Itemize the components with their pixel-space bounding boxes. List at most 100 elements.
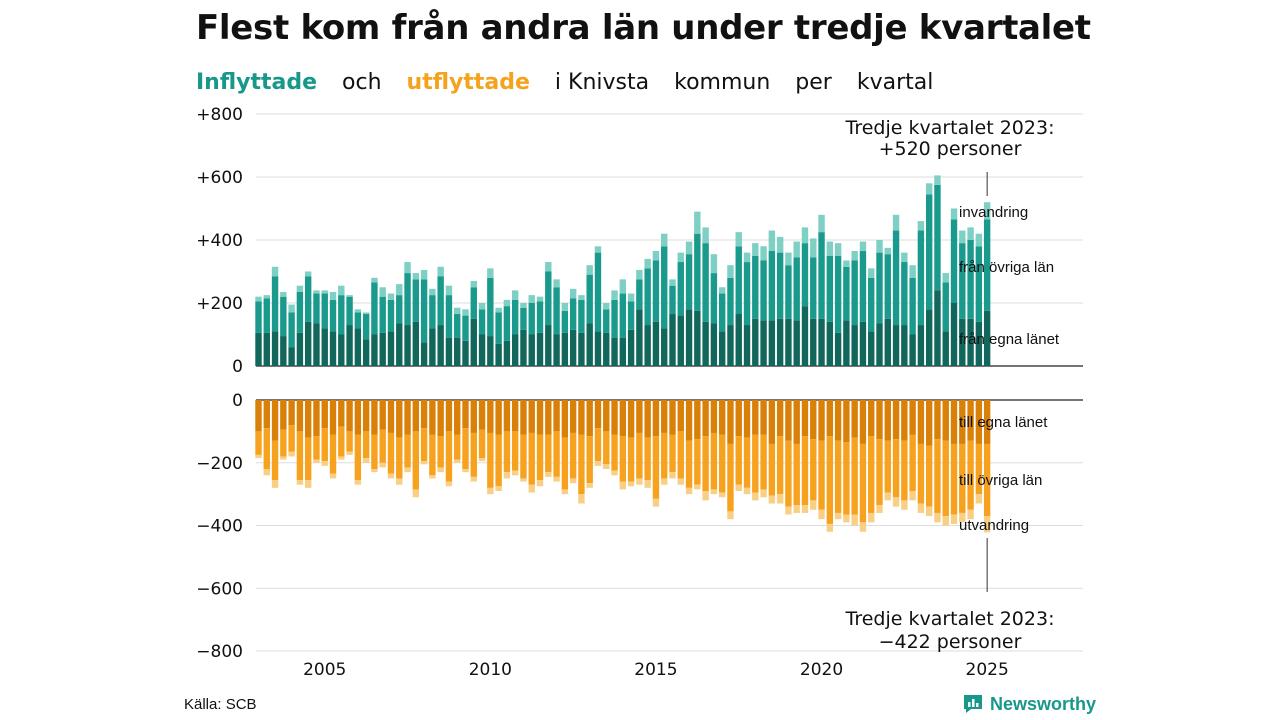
bar-out-utvandring xyxy=(561,489,569,495)
bar-in-invandring xyxy=(603,303,610,310)
bar-in-invandring xyxy=(619,279,627,294)
bar-in-egna xyxy=(569,329,577,366)
bar-out-egna xyxy=(760,400,767,435)
bar-out-ovriga xyxy=(959,443,966,513)
bar-in-invandring xyxy=(834,243,842,256)
bar-out-ovriga xyxy=(652,436,660,499)
bar-in-invandring xyxy=(652,251,660,261)
bar-out-ovriga xyxy=(578,434,585,495)
bar-in-ovriga xyxy=(843,266,850,321)
bar-out-ovriga xyxy=(313,436,320,460)
bar-in-egna xyxy=(942,331,949,366)
bar-in-invandring xyxy=(495,307,502,313)
bar-in-egna xyxy=(304,321,312,366)
bar-in-egna xyxy=(677,315,684,366)
bar-in-egna xyxy=(495,343,502,366)
bar-out-ovriga xyxy=(752,434,759,493)
bar-out-egna xyxy=(652,400,660,437)
bar-out-egna xyxy=(644,400,651,438)
y-tick-label-top: +200 xyxy=(196,294,243,314)
bar-out-egna xyxy=(528,400,535,433)
bar-in-invandring xyxy=(868,268,875,278)
bar-out-egna xyxy=(619,400,627,437)
bar-in-egna xyxy=(379,332,386,366)
bar-out-utvandring xyxy=(834,512,842,520)
bar-out-ovriga xyxy=(487,432,494,488)
bar-in-invandring xyxy=(702,227,709,244)
bar-in-ovriga xyxy=(511,299,519,335)
bar-in-invandring xyxy=(304,271,312,277)
label-fran-egna-lanet: från egna länet xyxy=(959,331,1060,348)
bar-in-egna xyxy=(636,309,643,366)
bar-out-ovriga xyxy=(462,428,469,470)
bar-in-ovriga xyxy=(876,252,883,324)
bar-out-ovriga xyxy=(677,431,684,479)
bar-in-egna xyxy=(694,310,701,366)
bar-out-ovriga xyxy=(503,431,511,473)
bar-in-invandring xyxy=(569,288,577,299)
bar-in-egna xyxy=(983,310,991,366)
bar-out-utvandring xyxy=(503,472,511,479)
bar-out-utvandring xyxy=(313,459,320,463)
annotations: Tredje kvartalet 2023: +520 personer Tre… xyxy=(845,117,1060,653)
bar-in-invandring xyxy=(636,269,643,280)
bar-in-invandring xyxy=(487,268,494,278)
bar-in-invandring xyxy=(553,279,560,288)
bar-in-egna xyxy=(578,332,585,366)
bar-out-utvandring xyxy=(454,459,461,463)
bar-in-ovriga xyxy=(561,310,569,333)
bar-in-invandring xyxy=(694,211,701,234)
bar-out-utvandring xyxy=(661,478,668,485)
bar-in-ovriga xyxy=(677,262,684,316)
subtitle-utflyttade: utflyttade xyxy=(406,70,530,95)
bar-out-ovriga xyxy=(429,434,436,476)
bar-in-ovriga xyxy=(594,252,602,332)
bar-in-ovriga xyxy=(636,279,643,310)
bar-out-egna xyxy=(594,400,602,429)
bar-in-egna xyxy=(685,309,693,366)
bar-in-invandring xyxy=(859,241,867,252)
bar-out-ovriga xyxy=(743,437,751,488)
bar-out-utvandring xyxy=(255,454,262,459)
bar-out-ovriga xyxy=(329,434,337,474)
bar-in-egna xyxy=(826,321,834,366)
bar-in-egna xyxy=(288,347,295,366)
bar-out-egna xyxy=(694,400,701,440)
bar-out-utvandring xyxy=(387,473,395,479)
bar-in-egna xyxy=(437,325,444,366)
bar-in-invandring xyxy=(586,265,593,275)
bar-out-ovriga xyxy=(611,434,618,471)
bar-out-egna xyxy=(280,400,287,430)
bar-out-egna xyxy=(718,400,726,435)
bar-out-ovriga xyxy=(735,436,742,485)
bar-in-ovriga xyxy=(603,309,610,333)
bar-out-egna xyxy=(859,400,867,444)
chart-title: Flest kom från andra län under tredje kv… xyxy=(196,8,1091,48)
subtitle-inflyttade: Inflyttade xyxy=(196,70,318,95)
bar-out-egna xyxy=(909,400,916,435)
bar-in-egna xyxy=(280,336,287,366)
bar-in-invandring xyxy=(536,296,544,302)
bar-in-ovriga xyxy=(545,271,552,326)
bar-in-invandring xyxy=(379,287,386,297)
bar-in-invandring xyxy=(810,238,817,258)
bar-in-egna xyxy=(396,323,403,366)
bar-out-utvandring xyxy=(346,451,353,455)
bar-out-utvandring xyxy=(603,464,610,470)
bar-out-egna xyxy=(868,400,875,437)
bar-out-ovriga xyxy=(826,436,834,524)
bar-in-egna xyxy=(255,332,262,366)
bar-in-invandring xyxy=(950,208,958,220)
bar-out-egna xyxy=(892,400,900,440)
bar-out-ovriga xyxy=(785,440,792,507)
bar-out-utvandring xyxy=(975,494,983,504)
bar-in-egna xyxy=(669,314,676,366)
bar-out-ovriga xyxy=(868,436,875,513)
bar-out-ovriga xyxy=(288,425,295,452)
bar-in-ovriga xyxy=(776,252,784,319)
bar-out-utvandring xyxy=(338,456,345,460)
bar-in-invandring xyxy=(892,214,900,231)
bar-out-utvandring xyxy=(760,489,767,498)
bar-out-utvandring xyxy=(909,490,916,501)
bar-in-ovriga xyxy=(942,282,949,332)
